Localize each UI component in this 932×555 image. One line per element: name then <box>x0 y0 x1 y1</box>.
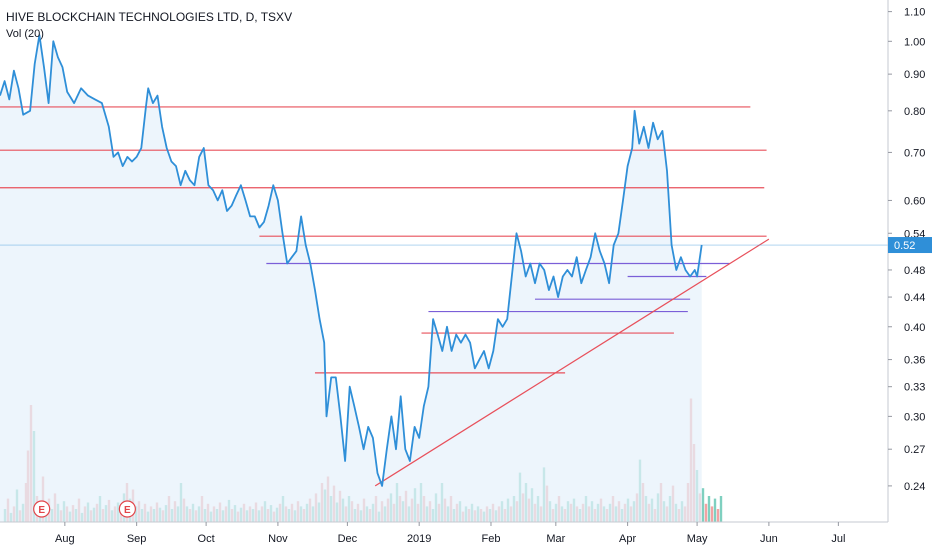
time-tick-label: 2019 <box>407 533 431 545</box>
time-tick-label: Nov <box>268 533 288 545</box>
price-tick-label: 0.48 <box>904 265 925 277</box>
last-price-badge: 0.52 <box>888 237 932 254</box>
price-axis-ticks[interactable]: 1.101.000.900.800.700.600.540.480.440.40… <box>888 7 925 493</box>
time-tick-label: Jun <box>760 533 778 545</box>
earnings-marker-circle <box>118 500 136 518</box>
time-tick-label: Feb <box>481 533 500 545</box>
price-tick-label: 0.90 <box>904 69 925 81</box>
price-tick-label: 1.00 <box>904 36 925 48</box>
price-area-fill <box>0 35 702 522</box>
price-tick-label: 0.70 <box>904 147 925 159</box>
volume-bar <box>707 496 711 522</box>
time-tick-label: Jul <box>831 533 845 545</box>
time-axis-ticks[interactable]: Aug Sep Oct Nov Dec 2019 Feb Mar Apr May Jun Jul <box>55 522 845 545</box>
time-tick-label: Aug <box>55 533 75 545</box>
price-tick-label: 0.40 <box>904 322 925 334</box>
earnings-marker[interactable]: E <box>118 500 136 518</box>
time-tick-label: Oct <box>198 533 215 545</box>
volume-bar <box>713 498 717 522</box>
price-tick-label: 0.30 <box>904 411 925 423</box>
volume-bar <box>701 488 705 522</box>
last-price-badge-box <box>888 237 932 254</box>
volume-indicator-label[interactable]: Vol (20) <box>6 28 44 40</box>
volume-bar <box>719 496 723 522</box>
time-tick-label: Sep <box>127 533 147 545</box>
earnings-marker-label: E <box>38 505 45 516</box>
earnings-marker[interactable]: E <box>33 500 51 518</box>
time-tick-label: Apr <box>619 533 636 545</box>
earnings-marker-circle <box>33 500 51 518</box>
price-tick-label: 0.33 <box>904 382 925 394</box>
volume-bar <box>710 506 714 522</box>
price-line <box>0 34 703 487</box>
time-tick-label: Mar <box>546 533 565 545</box>
time-tick-label: Dec <box>338 533 358 545</box>
price-axis-background <box>888 0 932 550</box>
price-tick-label: 0.80 <box>904 106 925 118</box>
price-tick-label: 0.36 <box>904 355 925 367</box>
price-tick-label: 0.44 <box>904 292 925 304</box>
earnings-marker-label: E <box>124 505 131 516</box>
price-tick-label: 0.60 <box>904 195 925 207</box>
volume-bar <box>716 509 720 522</box>
volume-bar <box>704 503 708 522</box>
time-axis-background <box>0 522 888 550</box>
price-tick-label: 1.10 <box>904 7 925 19</box>
level-lines <box>0 106 770 487</box>
chart-title[interactable]: HIVE BLOCKCHAIN TECHNOLOGIES LTD, D, TSX… <box>6 10 292 24</box>
time-tick-label: May <box>687 533 708 545</box>
price-tick-label: 0.24 <box>904 481 925 493</box>
price-tick-label: 0.27 <box>904 444 925 456</box>
last-price-badge-text: 0.52 <box>894 240 915 252</box>
trend-line[interactable] <box>374 238 770 487</box>
